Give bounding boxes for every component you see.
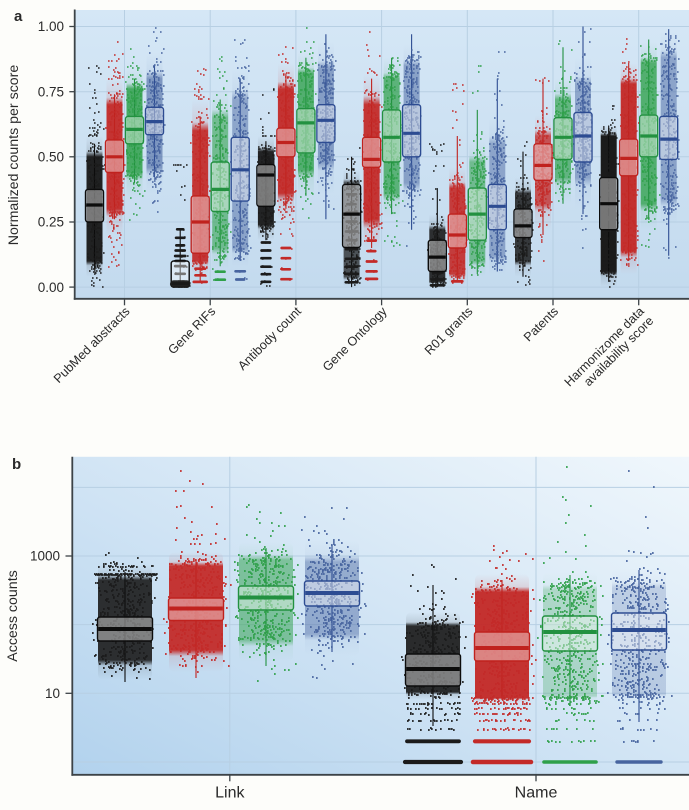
svg-text:Name: Name	[515, 785, 558, 802]
svg-text:10: 10	[45, 686, 60, 701]
svg-text:Link: Link	[215, 785, 245, 802]
svg-text:0.00: 0.00	[38, 280, 64, 295]
svg-text:0.75: 0.75	[38, 84, 64, 99]
svg-text:0.50: 0.50	[38, 150, 64, 165]
svg-text:a: a	[14, 8, 23, 25]
svg-text:0.25: 0.25	[38, 215, 64, 230]
svg-text:1000: 1000	[30, 549, 60, 564]
svg-text:b: b	[12, 456, 21, 473]
svg-text:1.00: 1.00	[38, 19, 64, 34]
svg-text:Access counts: Access counts	[5, 570, 21, 661]
svg-text:Normalized counts per score: Normalized counts per score	[6, 65, 22, 246]
